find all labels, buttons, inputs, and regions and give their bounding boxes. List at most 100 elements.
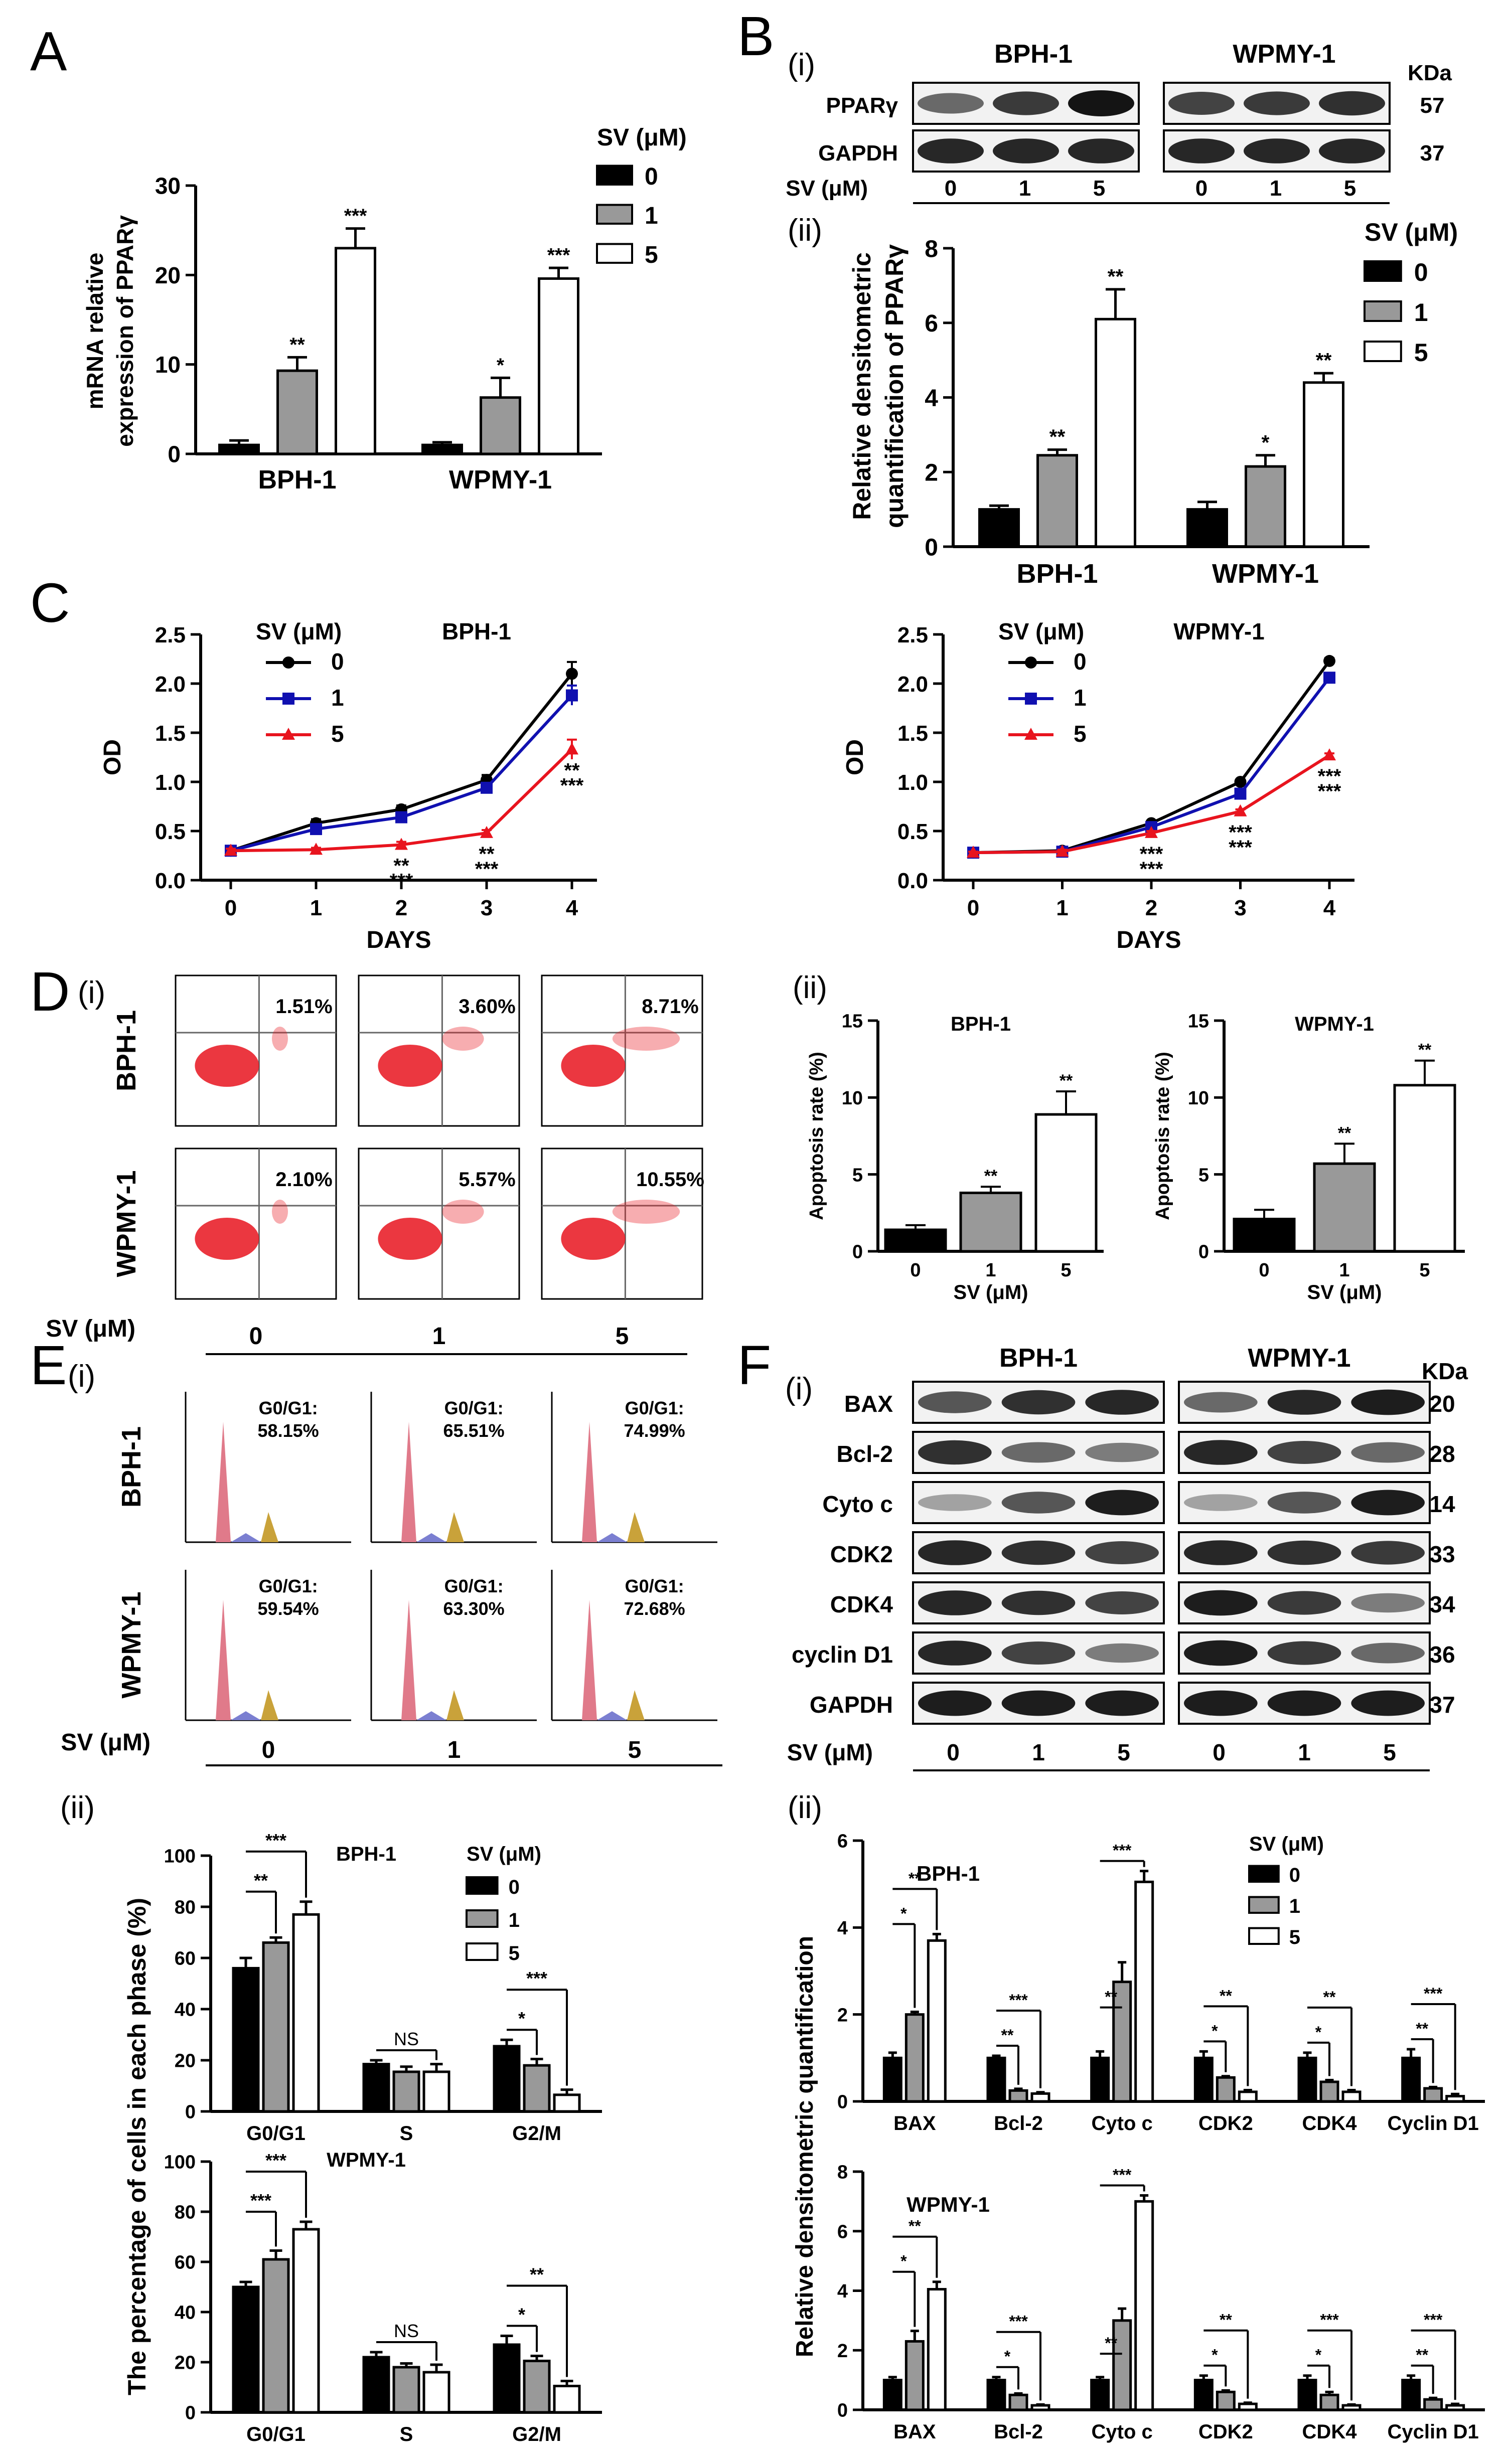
kda-label: 14 [1429, 1491, 1455, 1517]
flow-cluster [612, 1027, 680, 1051]
g1-peak [582, 1422, 597, 1542]
x-axis-label: DAYS [1117, 927, 1181, 953]
significance-label: ** [1316, 349, 1332, 372]
legend-label: 5 [509, 1942, 520, 1964]
marker-point [1234, 787, 1247, 800]
kda-header: KDa [1408, 61, 1452, 85]
dose-label: 5 [1344, 176, 1356, 201]
significance-label: *** [1318, 765, 1341, 787]
apoptosis-percent: 10.55% [636, 1169, 704, 1191]
kda-header: KDa [1422, 1358, 1468, 1384]
significance-label: *** [344, 206, 367, 227]
bar [1216, 2076, 1236, 2103]
legend-swatch [1248, 1927, 1280, 1945]
bar [1090, 2056, 1110, 2103]
flow-cluster [195, 1045, 259, 1087]
blot-band [1085, 1643, 1159, 1663]
y-tick-label: 2.5 [897, 623, 928, 647]
y-tick-label: 4 [925, 385, 938, 412]
kda-label: 33 [1429, 1541, 1455, 1567]
significance-label: ** [1418, 1041, 1432, 1060]
marker-point [310, 823, 322, 836]
s-region [597, 1533, 627, 1542]
marker-point [1323, 748, 1336, 761]
marker-point [395, 811, 407, 824]
y-tick-label: 80 [175, 1897, 196, 1918]
s-region [416, 1533, 446, 1542]
blot-band [1184, 1392, 1258, 1413]
marker-point [1323, 672, 1335, 684]
marker-point [967, 846, 980, 858]
category-label: 1 [1339, 1260, 1349, 1281]
legend-label: 5 [1074, 721, 1087, 747]
significance-label: *** [1140, 843, 1163, 865]
bar [1401, 2056, 1421, 2103]
dose-label: 1 [1298, 1739, 1311, 1765]
marker-point [565, 742, 578, 755]
blot-band [1351, 1490, 1425, 1516]
bar [232, 2285, 260, 2414]
bar [553, 2093, 581, 2113]
chart-title: BPH-1 [917, 1862, 980, 1885]
y-axis-label: The percentage of cells in each phase (%… [123, 1898, 151, 2395]
g0g1-value: 63.30% [443, 1598, 505, 1619]
blot-band [1351, 1442, 1425, 1463]
sv-label: SV (μM) [787, 1739, 873, 1765]
g1-peak [401, 1422, 416, 1542]
legend-swatch [596, 243, 633, 264]
bar [884, 1228, 947, 1253]
bar [1036, 454, 1078, 548]
protein-label: GAPDH [810, 1692, 893, 1718]
g0g1-value: 65.51% [443, 1420, 505, 1441]
bar [1245, 465, 1286, 548]
legend-marker [1024, 728, 1037, 740]
category-label: 0 [910, 1260, 921, 1281]
legend-marker [1025, 656, 1037, 669]
legend-label: 0 [509, 1876, 520, 1898]
flow-cluster [442, 1200, 484, 1224]
legend-label: 0 [331, 648, 344, 675]
sub-label-ii: (ii) [788, 213, 822, 248]
blot-cell-line: BPH-1 [994, 40, 1073, 69]
significance-label: *** [1320, 2311, 1339, 2329]
apoptosis-percent: 1.51% [275, 996, 332, 1018]
bar [1341, 2090, 1362, 2103]
blot-band [1085, 1541, 1159, 1564]
s-region [597, 1711, 627, 1720]
bar [1423, 2087, 1443, 2103]
legend-title: SV (μM) [256, 618, 342, 644]
dose-label: 0 [262, 1737, 275, 1763]
legend-label: 1 [1289, 1895, 1300, 1917]
legend-title: SV (μM) [597, 124, 687, 151]
chart-title: WPMY-1 [327, 2149, 406, 2171]
sv-label: SV (μM) [61, 1729, 150, 1756]
y-axis-label: Apoptosis rate (%) [1152, 1052, 1173, 1220]
significance-label: ** [1338, 1123, 1351, 1142]
legend-swatch [1248, 1865, 1280, 1883]
category-label: WPMY-1 [1212, 559, 1319, 589]
x-tick-label: 0 [225, 896, 237, 920]
panel-letter-B: B [737, 6, 774, 67]
y-axis-label: expression of PPARγ [112, 215, 138, 447]
legend-marker [1025, 693, 1037, 705]
blot-band [918, 1391, 992, 1413]
significance-label: *** [250, 2190, 271, 2211]
y-tick-label: 40 [175, 2000, 196, 2021]
significance-label: ** [1220, 2311, 1232, 2329]
bar [1233, 1218, 1296, 1253]
y-tick-label: 6 [837, 1831, 848, 1852]
g0g1-value: 59.54% [258, 1598, 319, 1619]
blot-band [1001, 1690, 1076, 1716]
x-tick-label: 3 [1234, 896, 1246, 920]
row-label: WPMY-1 [116, 1591, 146, 1698]
significance-label: *** [1424, 1985, 1443, 2003]
sv-label: SV (μM) [786, 176, 868, 201]
bar [904, 2340, 925, 2411]
sub-label-ii: (ii) [788, 1790, 822, 1825]
blot-band [1267, 1492, 1341, 1514]
y-axis-label: quantification of PPARγ [880, 244, 909, 528]
category-label: Cyto c [1092, 2421, 1153, 2443]
blot-band [1267, 1441, 1341, 1464]
dose-label: 1 [1270, 176, 1282, 201]
